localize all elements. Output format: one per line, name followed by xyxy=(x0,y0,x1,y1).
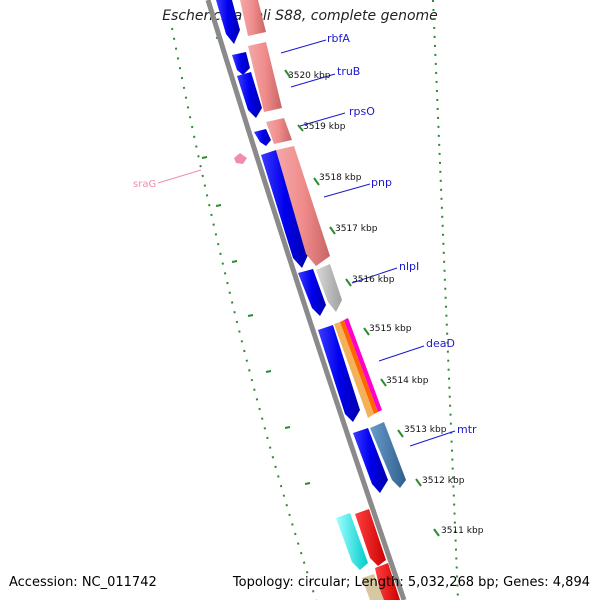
accession-text: Accession: NC_011742 xyxy=(9,575,157,590)
outer-tick-track xyxy=(432,0,459,600)
pink-features xyxy=(240,0,330,266)
gene-label-pnp[interactable]: pnp xyxy=(371,176,392,189)
gene-labels: rbfA truB rpsO pnp nlpI deaD mtr xyxy=(327,32,477,436)
gene-rpsO-cds xyxy=(254,129,271,146)
cyan-feature xyxy=(336,513,368,570)
gene-label-rpsO[interactable]: rpsO xyxy=(349,105,375,118)
pink-block-1 xyxy=(240,0,266,36)
tan-feature xyxy=(362,574,384,600)
tick-labels: 3520 kbp 3519 kbp 3518 kbp 3517 kbp 3516… xyxy=(288,71,484,536)
gene-truB-cds xyxy=(237,72,262,118)
tick-label: 3520 kbp xyxy=(288,71,331,81)
inner-tick-track xyxy=(171,27,317,600)
red-feature-2 xyxy=(375,563,400,600)
reverse-strand-genes xyxy=(216,0,388,493)
tick-markers xyxy=(284,69,440,537)
tick-label: 3511 kbp xyxy=(441,526,484,536)
tick-label: 3515 kbp xyxy=(369,324,412,334)
deaD-stripes xyxy=(334,318,382,418)
gene-label-sraG[interactable]: sraG xyxy=(133,179,156,190)
gene-label-nlpI[interactable]: nlpI xyxy=(399,260,419,273)
label-connectors xyxy=(280,39,456,447)
backbone xyxy=(205,0,407,600)
pink-block-3 xyxy=(266,118,292,144)
sraG-connector xyxy=(157,169,202,184)
gene-nlpI-cds xyxy=(298,269,326,316)
sraG-feature xyxy=(234,153,247,164)
pink-block-2 xyxy=(248,42,282,112)
gene-label-rbfA[interactable]: rbfA xyxy=(327,32,350,45)
red-feature-1 xyxy=(355,509,386,566)
pink-block-4 xyxy=(276,146,330,266)
gene-pnp-cds xyxy=(261,150,308,268)
gene-mtr-cds xyxy=(353,428,388,493)
tick-label: 3517 kbp xyxy=(335,224,378,234)
tick-label: 3514 kbp xyxy=(386,376,429,386)
tick-label: 3516 kbp xyxy=(352,275,395,285)
gene-deaD-cds xyxy=(318,325,360,422)
gene-label-mtr[interactable]: mtr xyxy=(457,423,477,436)
gray-feature xyxy=(316,264,342,312)
tick-label: 3518 kbp xyxy=(319,173,362,183)
genome-summary-text: Topology: circular; Length: 5,032,268 bp… xyxy=(232,575,590,590)
gene-label-truB[interactable]: truB xyxy=(337,65,360,78)
gene-rbfA-cds xyxy=(232,52,250,75)
gene-block-top xyxy=(216,0,240,44)
tick-label: 3512 kbp xyxy=(422,476,465,486)
gene-label-deaD[interactable]: deaD xyxy=(426,337,455,350)
mtr-steel-feature xyxy=(370,422,406,488)
tick-label: 3519 kbp xyxy=(303,122,346,132)
tick-label: 3513 kbp xyxy=(404,425,447,435)
